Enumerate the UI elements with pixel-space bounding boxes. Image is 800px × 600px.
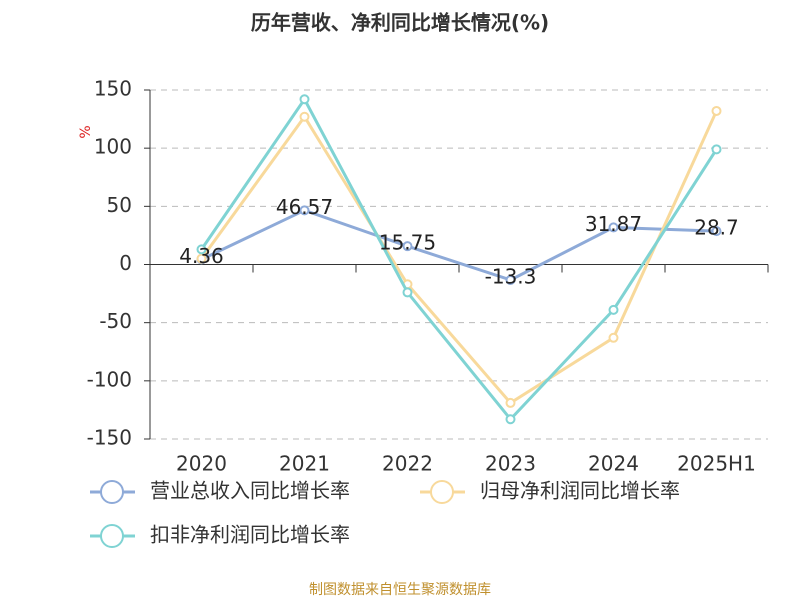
series-line (200, 110, 718, 405)
y-axis-label: % (78, 125, 94, 138)
y-tick-label: -150 (87, 426, 132, 450)
data-point (608, 304, 619, 315)
legend-label: 归母净利润同比增长率 (480, 479, 680, 503)
y-tick-label: 0 (119, 251, 132, 275)
data-label: 15.75 (379, 231, 436, 255)
data-point (299, 111, 310, 122)
data-point (402, 287, 413, 298)
legend-label: 扣非净利润同比增长率 (150, 523, 350, 547)
data-label: -13.3 (485, 264, 537, 288)
data-label: 4.36 (179, 244, 224, 268)
data-point (711, 226, 722, 237)
x-tick-label: 2021 (279, 452, 330, 476)
y-tick-label: -100 (87, 367, 132, 391)
legend-icon (100, 480, 124, 504)
data-point (196, 244, 207, 255)
data-point (711, 105, 722, 116)
data-point (608, 222, 619, 233)
y-tick-label: 150 (94, 77, 132, 101)
data-point (505, 397, 516, 408)
y-tick-label: 50 (107, 193, 132, 217)
data-point (505, 274, 516, 285)
series-line (200, 208, 717, 282)
y-tick-label: 100 (94, 135, 132, 159)
legend-icon (430, 480, 454, 504)
x-tick-label: 2025H1 (677, 452, 756, 476)
series-line (200, 96, 718, 422)
data-point (608, 332, 619, 343)
data-point (711, 144, 722, 155)
data-point (196, 253, 207, 264)
legend-label: 营业总收入同比增长率 (150, 479, 350, 503)
x-tick-label: 2023 (485, 452, 536, 476)
data-label: 31.87 (585, 212, 642, 236)
y-tick-label: -50 (99, 309, 132, 333)
data-point (299, 94, 310, 105)
data-point (505, 414, 516, 425)
x-tick-label: 2020 (176, 452, 227, 476)
data-label: 46.57 (276, 195, 333, 219)
data-point (402, 241, 413, 252)
x-tick-label: 2024 (588, 452, 639, 476)
data-point (299, 205, 310, 216)
source-note: 制图数据来自恒生聚源数据库 (309, 582, 491, 598)
legend-icon (100, 524, 124, 548)
x-tick-label: 2022 (382, 452, 433, 476)
data-label: 28.7 (694, 216, 739, 240)
chart-title: 历年营收、净利同比增长情况(%) (251, 11, 549, 35)
